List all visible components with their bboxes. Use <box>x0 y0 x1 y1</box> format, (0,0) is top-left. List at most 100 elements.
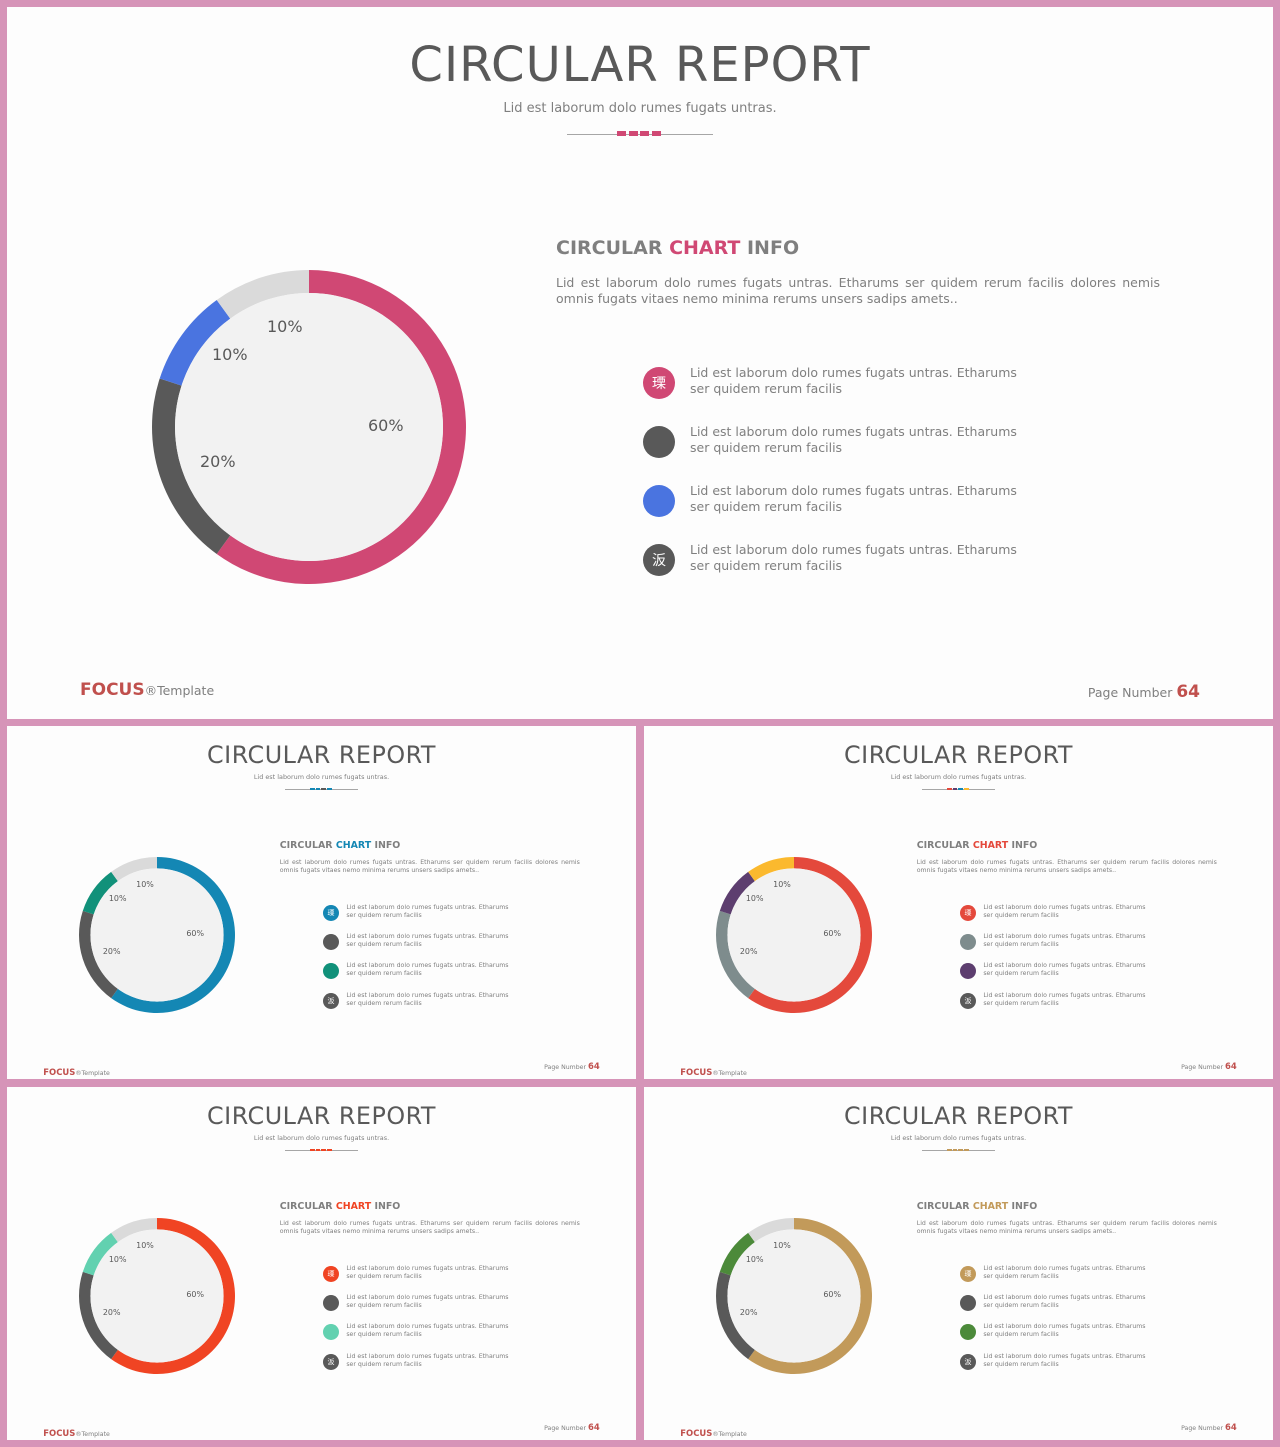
legend-text: Lid est laborum dolo rumes fugats untras… <box>346 1352 509 1368</box>
slide-subtitle: Lid est laborum dolo rumes fugats untras… <box>503 101 777 116</box>
legend-text: Lid est laborum dolo rumes fugats untras… <box>983 991 1146 1007</box>
info-title-prefix: CIRCULAR <box>279 840 336 852</box>
donut-label: 20% <box>102 947 121 957</box>
donut-label: 10% <box>212 345 248 364</box>
legend-text: Lid est laborum dolo rumes fugats untras… <box>346 1264 509 1280</box>
legend-dot-tertiary-icon <box>322 963 339 980</box>
donut-slice-10b <box>748 856 795 881</box>
legend-text: Lid est laborum dolo rumes fugats untras… <box>690 424 1017 455</box>
legend-dot-quaternary-icon: 汳 <box>959 992 976 1009</box>
info-title: CIRCULAR CHART INFO <box>556 237 799 259</box>
legend-text: Lid est laborum dolo rumes fugats untras… <box>983 962 1146 978</box>
divider-dash <box>640 131 649 136</box>
donut-label: 60% <box>368 416 404 435</box>
legend-item: 瑮 Lid est laborum dolo rumes fugats untra… <box>959 904 1159 924</box>
title-divider <box>922 1148 995 1152</box>
divider-dash <box>964 1148 969 1152</box>
legend-dot-primary-icon: 瑮 <box>959 1265 976 1282</box>
divider-dash <box>947 787 952 791</box>
divider-dash <box>958 787 963 791</box>
legend-dot-primary-icon: 瑮 <box>643 367 675 399</box>
legend-dot-primary-icon: 瑮 <box>959 904 976 921</box>
legend-dot-quaternary-icon: 汳 <box>643 544 675 576</box>
legend-dot-tertiary-icon <box>959 963 976 980</box>
legend-item: Lid est laborum dolo rumes fugats untras… <box>959 962 1159 982</box>
donut-label: 10% <box>108 893 127 903</box>
divider-dash <box>327 787 332 791</box>
divider-dash <box>315 1148 321 1152</box>
info-body: Lid est laborum dolo rumes fugats untras… <box>279 1220 580 1236</box>
slide-title: CIRCULAR REPORT <box>409 37 871 93</box>
donut-slice-10b <box>111 1217 158 1242</box>
info-title-suffix: INFO <box>371 1201 401 1213</box>
title-divider <box>567 131 713 136</box>
donut-label: 10% <box>773 1241 791 1251</box>
page-number: Page Number 64 <box>544 1422 600 1432</box>
legend-dot-secondary-icon <box>322 934 339 951</box>
legend-glyph: 瑮 <box>964 908 972 917</box>
divider-dash <box>310 1148 315 1152</box>
legend-dot-secondary-icon <box>643 426 675 458</box>
slide-thumbnail-gold[interactable]: CIRCULAR REPORT Lid est laborum dolo rume… <box>644 1087 1273 1440</box>
info-title-prefix: CIRCULAR <box>279 1201 336 1213</box>
legend-glyph: 瑮 <box>327 908 335 917</box>
info-title-suffix: INFO <box>740 237 800 259</box>
slide-thumbnail-orange[interactable]: CIRCULAR REPORT Lid est laborum dolo rume… <box>7 1087 636 1440</box>
donut-label: 10% <box>136 1241 154 1251</box>
donut-slice-20 <box>152 378 231 555</box>
brand-name: FOCUS <box>43 1067 76 1078</box>
divider-dash <box>964 787 969 791</box>
legend-item: Lid est laborum dolo rumes fugats untras… <box>959 1294 1159 1314</box>
legend-dot-secondary-icon <box>959 1295 976 1312</box>
legend-item: 瑮 Lid est laborum dolo rumes fugats untra… <box>643 365 1043 405</box>
brand-logo: FOCUS®Template <box>680 1421 747 1440</box>
page-number-value: 64 <box>1224 1422 1237 1433</box>
donut-slice-10a <box>82 1232 118 1276</box>
donut-label: 10% <box>108 1254 127 1264</box>
donut-slice-20 <box>716 1271 755 1359</box>
legend-text: Lid est laborum dolo rumes fugats untras… <box>983 1352 1146 1368</box>
page-number: Page Number 64 <box>544 1061 600 1071</box>
info-title-prefix: CIRCULAR <box>556 237 670 259</box>
page-number: Page Number 64 <box>1181 1061 1237 1071</box>
info-title: CIRCULAR CHART INFO <box>280 1201 401 1212</box>
legend-item: 汳 Lid est laborum dolo rumes fugats untra… <box>322 1352 522 1373</box>
divider-dash <box>947 1148 952 1152</box>
legend-item: Lid est laborum dolo rumes fugats untras… <box>643 424 1043 464</box>
legend-dot-quaternary-icon: 汳 <box>322 992 339 1009</box>
info-title-prefix: CIRCULAR <box>916 1201 973 1213</box>
donut-label: 60% <box>186 929 205 939</box>
title-divider <box>922 787 995 791</box>
info-title-suffix: INFO <box>1008 840 1038 852</box>
slide-thumbnail-blue[interactable]: CIRCULAR REPORT Lid est laborum dolo rume… <box>7 726 636 1079</box>
legend-text: Lid est laborum dolo rumes fugats untras… <box>346 1294 509 1310</box>
legend-item: Lid est laborum dolo rumes fugats untras… <box>322 933 522 953</box>
legend-item: 汳 Lid est laborum dolo rumes fugats untra… <box>322 992 522 1012</box>
legend-text: Lid est laborum dolo rumes fugats untras… <box>983 1294 1146 1310</box>
slide-title: CIRCULAR REPORT <box>207 740 436 769</box>
donut-label: 20% <box>102 1308 121 1318</box>
page-number-value: 64 <box>587 1422 600 1433</box>
title-divider <box>285 787 358 791</box>
donut-chart <box>79 1217 236 1374</box>
legend-item: Lid est laborum dolo rumes fugats untras… <box>322 1294 522 1314</box>
divider-dash <box>321 787 326 791</box>
page-number-label: Page Number <box>1087 685 1177 700</box>
legend-dot-primary-icon: 瑮 <box>322 1265 339 1282</box>
page-number-label: Page Number <box>1181 1064 1225 1072</box>
info-title: CIRCULAR CHART INFO <box>917 840 1038 851</box>
divider-dash <box>321 1148 326 1152</box>
legend-item: Lid est laborum dolo rumes fugats untras… <box>959 933 1159 953</box>
legend-item: Lid est laborum dolo rumes fugats untras… <box>322 962 522 982</box>
page-number-value: 64 <box>1176 682 1200 702</box>
legend-text: Lid est laborum dolo rumes fugats untras… <box>346 962 509 978</box>
brand-name: FOCUS <box>680 1067 713 1078</box>
info-title: CIRCULAR CHART INFO <box>917 1201 1038 1212</box>
info-body: Lid est laborum dolo rumes fugats untras… <box>916 1220 1217 1236</box>
legend-text: Lid est laborum dolo rumes fugats untras… <box>346 903 509 919</box>
donut-slice-60 <box>111 856 236 1013</box>
divider-dash <box>617 131 626 136</box>
divider-dash <box>952 1148 958 1152</box>
slide-thumbnail-red-yellow[interactable]: CIRCULAR REPORT Lid est laborum dolo rume… <box>644 726 1273 1079</box>
donut-label: 60% <box>823 1290 842 1300</box>
